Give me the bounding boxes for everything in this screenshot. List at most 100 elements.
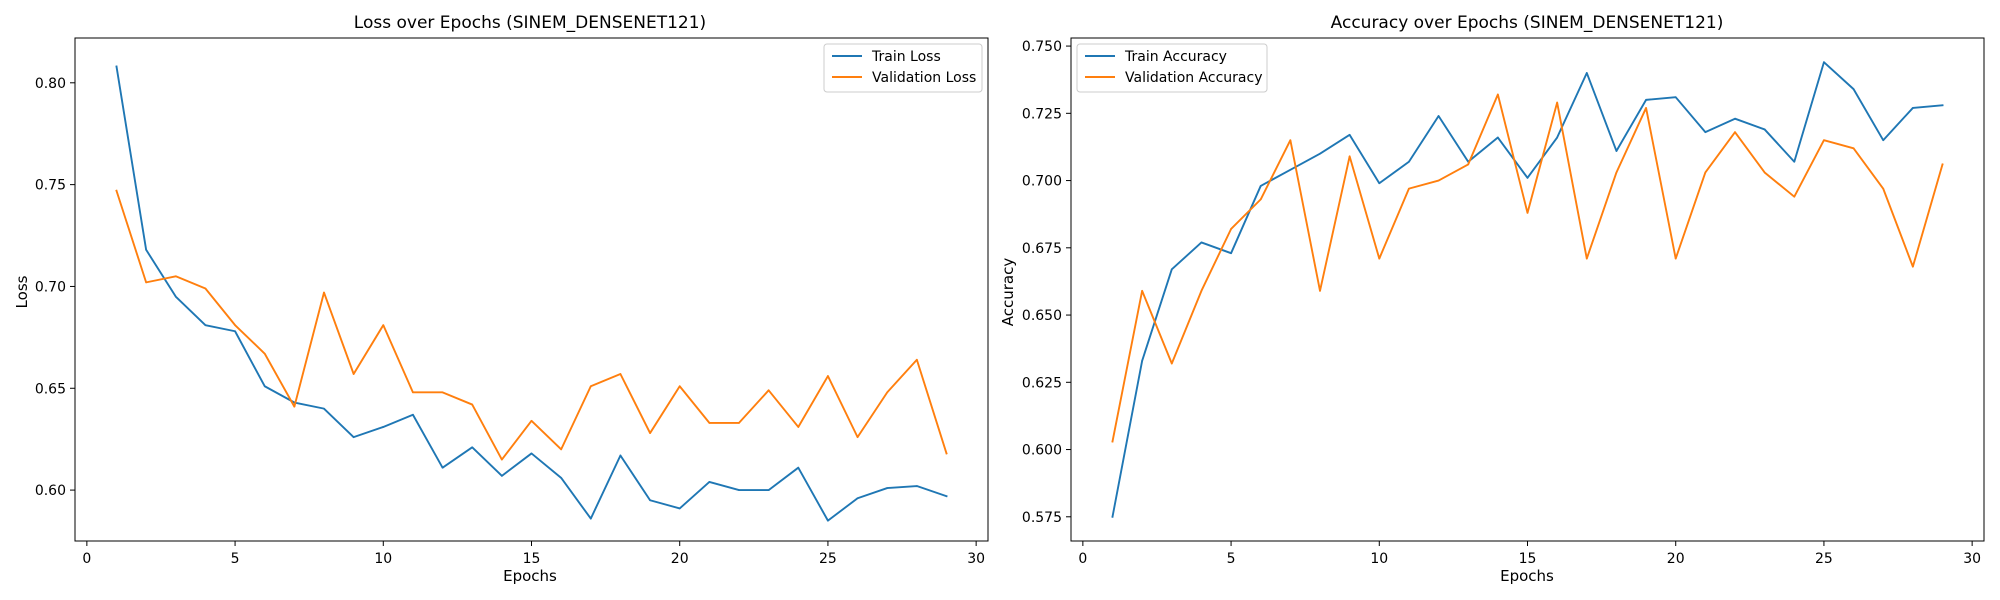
loss-data-point-train-loss [708, 481, 711, 483]
accuracy-x-tick-label: 20 [1667, 551, 1685, 567]
accuracy-y-tick-label: 0.575 [1022, 510, 1062, 526]
loss-data-point-validation-loss [412, 391, 414, 394]
accuracy-data-point-validation-accuracy [1289, 139, 1292, 142]
accuracy-data-point-train-accuracy [1348, 134, 1351, 136]
loss-legend-label-train: Train Loss [871, 49, 941, 65]
loss-plot-frame [74, 37, 989, 542]
accuracy-data-point-train-accuracy [1645, 99, 1647, 101]
accuracy-data-point-validation-accuracy [1111, 440, 1114, 443]
accuracy-data-point-train-accuracy [1763, 128, 1766, 131]
accuracy-data-point-train-accuracy [1230, 252, 1232, 254]
accuracy-data-point-validation-accuracy [1734, 131, 1736, 133]
accuracy-data-point-validation-accuracy [1259, 198, 1262, 201]
accuracy-data-point-validation-accuracy [1882, 187, 1885, 190]
accuracy-data-point-validation-accuracy [1763, 171, 1766, 174]
loss-data-point-train-loss [530, 452, 533, 455]
accuracy-data-point-train-accuracy [1526, 177, 1529, 179]
accuracy-data-point-train-accuracy [1408, 160, 1410, 163]
loss-x-tick-label: 20 [671, 551, 689, 567]
accuracy-chart: Accuracy over Epochs (SINEM_DENSENET121)… [999, 13, 1985, 585]
loss-y-axis-label: Loss [13, 275, 31, 308]
accuracy-data-point-validation-accuracy [1437, 179, 1440, 182]
loss-y-tick-label: 0.60 [35, 483, 66, 499]
loss-data-point-train-loss [501, 475, 503, 477]
accuracy-data-point-train-accuracy [1585, 72, 1588, 74]
loss-data-point-validation-loss [767, 389, 770, 392]
loss-data-point-train-loss [234, 330, 236, 333]
accuracy-data-point-train-accuracy [1941, 104, 1944, 107]
loss-data-point-validation-loss [293, 405, 296, 408]
accuracy-data-point-validation-accuracy [1793, 195, 1796, 198]
accuracy-data-point-train-accuracy [1497, 136, 1499, 139]
loss-data-point-train-loss [174, 295, 177, 298]
loss-lines [115, 65, 948, 522]
loss-y-tick-label: 0.75 [35, 178, 66, 194]
loss-data-point-validation-loss [797, 426, 800, 428]
loss-data-point-validation-loss [738, 422, 740, 424]
accuracy-y-axis-label: Accuracy [999, 258, 1017, 327]
loss-data-point-validation-loss [678, 385, 681, 388]
loss-data-point-validation-loss [263, 352, 266, 355]
accuracy-y-tick-label: 0.600 [1022, 443, 1062, 459]
loss-data-point-validation-loss [619, 373, 622, 375]
loss-data-point-train-loss [382, 426, 385, 428]
accuracy-series-line-train-accuracy [1111, 61, 1944, 518]
loss-legend-label-validation: Validation Loss [872, 70, 976, 86]
accuracy-data-point-train-accuracy [1615, 150, 1618, 152]
loss-y-tick-label: 0.70 [35, 279, 66, 295]
loss-data-point-validation-loss [323, 291, 325, 294]
accuracy-data-point-validation-accuracy [1378, 257, 1381, 260]
loss-data-point-validation-loss [916, 358, 918, 361]
loss-data-point-train-loss [856, 497, 859, 500]
accuracy-data-point-validation-accuracy [1200, 290, 1203, 292]
loss-data-point-validation-loss [708, 422, 711, 424]
accuracy-data-point-validation-accuracy [1408, 187, 1410, 190]
accuracy-data-point-validation-accuracy [1912, 265, 1914, 268]
accuracy-data-point-train-accuracy [1912, 107, 1914, 109]
loss-data-point-train-loss [678, 507, 681, 510]
accuracy-data-point-train-accuracy [1823, 61, 1825, 64]
loss-ticks: 0 5 10 15 20 25 30 0.60 0.65 0.70 0.75 0.80 [35, 76, 985, 567]
accuracy-legend-label-validation: Validation Accuracy [1125, 70, 1263, 86]
accuracy-data-point-validation-accuracy [1704, 171, 1707, 174]
loss-data-point-validation-loss [827, 375, 829, 377]
accuracy-series-line-validation-accuracy [1111, 93, 1944, 443]
loss-data-point-train-loss [916, 485, 918, 487]
accuracy-x-tick-label: 10 [1370, 551, 1388, 567]
loss-data-point-validation-loss [234, 324, 236, 326]
loss-data-point-validation-loss [441, 391, 444, 394]
accuracy-chart-title: Accuracy over Epochs (SINEM_DENSENET121) [1331, 13, 1724, 33]
accuracy-y-tick-label: 0.675 [1022, 241, 1062, 257]
loss-legend: Train Loss Validation Loss [823, 43, 983, 93]
loss-data-point-train-loss [412, 413, 414, 416]
loss-x-tick-label: 30 [967, 551, 985, 567]
loss-data-point-train-loss [797, 466, 800, 469]
accuracy-x-tick-label: 25 [1815, 551, 1833, 567]
loss-data-point-validation-loss [145, 281, 147, 284]
accuracy-data-point-train-accuracy [1289, 169, 1292, 171]
accuracy-lines [1111, 61, 1944, 518]
accuracy-data-point-train-accuracy [1378, 182, 1381, 185]
accuracy-ticks: 0 5 10 15 20 25 30 0.575 0.600 0.625 0.650 0.675 0.7… [1022, 39, 1981, 567]
loss-x-tick-label: 10 [374, 551, 392, 567]
accuracy-data-point-validation-accuracy [1230, 228, 1232, 230]
loss-x-axis-label: Epochs [503, 567, 557, 585]
accuracy-x-tick-label: 30 [1963, 551, 1981, 567]
accuracy-data-point-validation-accuracy [1852, 147, 1855, 150]
accuracy-data-point-train-accuracy [1200, 241, 1203, 244]
loss-data-point-validation-loss [204, 287, 207, 290]
accuracy-y-tick-label: 0.625 [1022, 375, 1062, 391]
loss-data-point-train-loss [323, 407, 325, 410]
accuracy-data-point-train-accuracy [1111, 515, 1114, 518]
loss-data-point-validation-loss [352, 373, 355, 375]
accuracy-legend: Train Accuracy Validation Accuracy [1076, 43, 1268, 93]
loss-x-tick-label: 15 [523, 551, 541, 567]
loss-data-point-validation-loss [471, 403, 474, 406]
accuracy-data-point-validation-accuracy [1674, 257, 1677, 260]
accuracy-x-axis-label: Epochs [1500, 567, 1554, 585]
accuracy-data-point-validation-accuracy [1941, 163, 1944, 166]
loss-data-point-train-loss [886, 487, 889, 489]
accuracy-data-point-train-accuracy [1674, 96, 1677, 98]
loss-series-line-train-loss [115, 65, 948, 522]
accuracy-plot-frame [1070, 37, 1985, 542]
